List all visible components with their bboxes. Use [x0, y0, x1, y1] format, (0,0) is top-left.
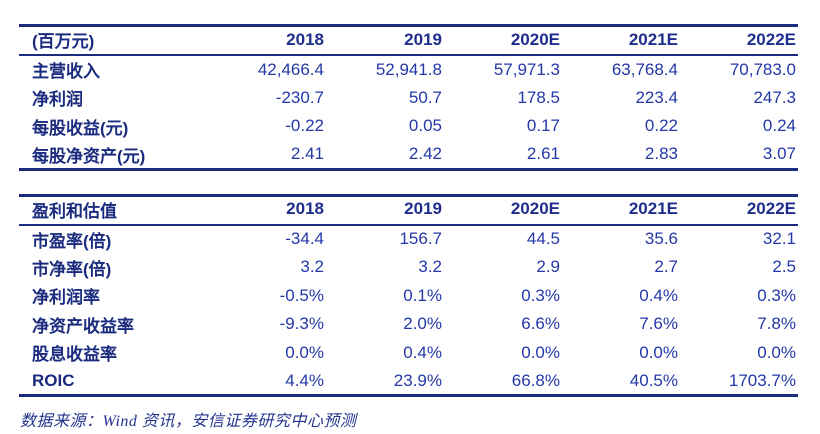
cell-value: 2.0%: [403, 314, 442, 334]
column-header-2022e: 2022E: [680, 195, 798, 226]
row-label: 主营收入: [32, 62, 100, 82]
cell-value: -9.3%: [279, 314, 324, 334]
table-row: 市盈率(倍) -34.4 156.7 44.5 35.6 32.1: [19, 225, 798, 254]
valuation-header-row: 盈利和估值 2018 2019 2020E 2021E 2022E: [19, 195, 798, 226]
cell-value: 0.1%: [403, 285, 442, 305]
cell-value: 50.7: [408, 87, 442, 107]
table-row: 市净率(倍) 3.2 3.2 2.9 2.7 2.5: [19, 253, 798, 282]
cell-value: 156.7: [399, 229, 442, 249]
cell-value: 0.3%: [521, 285, 560, 305]
cell-value: 1703.7%: [728, 370, 796, 390]
column-header-2020e: 2020E: [444, 195, 562, 226]
column-header-2019: 2019: [326, 195, 444, 226]
valuation-table: 盈利和估值 2018 2019 2020E 2021E 2022E 市盈率(倍)…: [19, 193, 798, 397]
cell-value: 0.0%: [521, 342, 560, 362]
cell-value: 7.8%: [757, 314, 796, 334]
table-row: 净资产收益率 -9.3% 2.0% 6.6% 7.6% 7.8%: [19, 310, 798, 339]
row-label: 每股收益(元): [32, 118, 129, 138]
table-row: 每股收益(元) -0.22 0.05 0.17 0.22 0.24: [19, 112, 798, 141]
cell-value: 66.8%: [511, 370, 560, 390]
cell-value: -0.22: [285, 116, 324, 136]
cell-value: 23.9%: [393, 370, 442, 390]
table-row: 净利润率 -0.5% 0.1% 0.3% 0.4% 0.3%: [19, 282, 798, 311]
cell-value: 40.5%: [629, 370, 678, 390]
table-row: 股息收益率 0.0% 0.4% 0.0% 0.0% 0.0%: [19, 339, 798, 368]
row-label: 股息收益率: [32, 345, 117, 365]
column-header-2018: 2018: [208, 25, 326, 56]
cell-value: 35.6: [644, 229, 678, 249]
row-label: 每股净资产(元): [32, 146, 146, 166]
cell-value: 247.3: [753, 87, 796, 107]
cell-value: 2.41: [290, 144, 324, 163]
row-label: 净利润率: [32, 288, 100, 308]
cell-value: 178.5: [517, 87, 560, 107]
cell-value: -230.7: [275, 87, 324, 107]
valuation-header-label: 盈利和估值: [19, 195, 208, 226]
unit-header-label: (百万元): [19, 25, 208, 56]
column-header-2021e: 2021E: [562, 25, 680, 56]
cell-value: 57,971.3: [493, 59, 560, 79]
cell-value: 0.24: [762, 116, 796, 136]
cell-value: 2.61: [526, 144, 560, 163]
cell-value: 223.4: [635, 87, 678, 107]
cell-value: 0.4%: [639, 285, 678, 305]
table-row: 主营收入 42,466.4 52,941.8 57,971.3 63,768.4 70,7…: [19, 55, 798, 84]
cell-value: -34.4: [285, 229, 324, 249]
financials-table: (百万元) 2018 2019 2020E 2021E 2022E 主营收入 42…: [19, 24, 798, 171]
cell-value: 70,783.0: [729, 59, 796, 79]
table-row: 每股净资产(元) 2.41 2.42 2.61 2.83 3.07: [19, 141, 798, 170]
financials-table-section: (百万元) 2018 2019 2020E 2021E 2022E 主营收入 42…: [19, 24, 799, 171]
financials-header-row: (百万元) 2018 2019 2020E 2021E 2022E: [19, 25, 798, 56]
cell-value: 0.22: [644, 116, 678, 136]
table-row: ROIC 4.4% 23.9% 66.8% 40.5% 1703.7%: [19, 367, 798, 396]
cell-value: 2.5: [772, 257, 796, 277]
cell-value: 52,941.8: [375, 59, 442, 79]
cell-value: 2.83: [644, 144, 678, 163]
cell-value: 0.4%: [403, 342, 442, 362]
column-header-2020e: 2020E: [444, 25, 562, 56]
cell-value: 2.7: [654, 257, 678, 277]
row-label: 净利润: [32, 90, 83, 110]
row-label: 净资产收益率: [32, 316, 134, 336]
cell-value: 3.2: [418, 257, 442, 277]
row-label: 市盈率(倍): [32, 231, 112, 251]
cell-value: 0.17: [526, 116, 560, 136]
cell-value: 2.42: [408, 144, 442, 163]
table-row: 净利润 -230.7 50.7 178.5 223.4 247.3: [19, 84, 798, 113]
column-header-2018: 2018: [208, 195, 326, 226]
column-header-2019: 2019: [326, 25, 444, 56]
cell-value: 44.5: [526, 229, 560, 249]
cell-value: 2.9: [536, 257, 560, 277]
cell-value: 3.2: [300, 257, 324, 277]
column-header-2021e: 2021E: [562, 195, 680, 226]
cell-value: -0.5%: [279, 285, 324, 305]
row-label: 市净率(倍): [32, 259, 112, 279]
cell-value: 42,466.4: [257, 59, 324, 79]
cell-value: 0.0%: [757, 342, 796, 362]
cell-value: 3.07: [762, 144, 796, 163]
cell-value: 7.6%: [639, 314, 678, 334]
valuation-table-section: 盈利和估值 2018 2019 2020E 2021E 2022E 市盈率(倍)…: [19, 193, 799, 397]
cell-value: 0.0%: [285, 342, 324, 362]
cell-value: 63,768.4: [611, 59, 678, 79]
row-label: ROIC: [32, 370, 75, 390]
data-source-note: 数据来源：Wind 资讯，安信证券研究中心预测: [20, 413, 357, 430]
cell-value: 0.0%: [639, 342, 678, 362]
cell-value: 0.05: [408, 116, 442, 136]
cell-value: 4.4%: [285, 370, 324, 390]
cell-value: 6.6%: [521, 314, 560, 334]
cell-value: 0.3%: [757, 285, 796, 305]
column-header-2022e: 2022E: [680, 25, 798, 56]
cell-value: 32.1: [762, 229, 796, 249]
